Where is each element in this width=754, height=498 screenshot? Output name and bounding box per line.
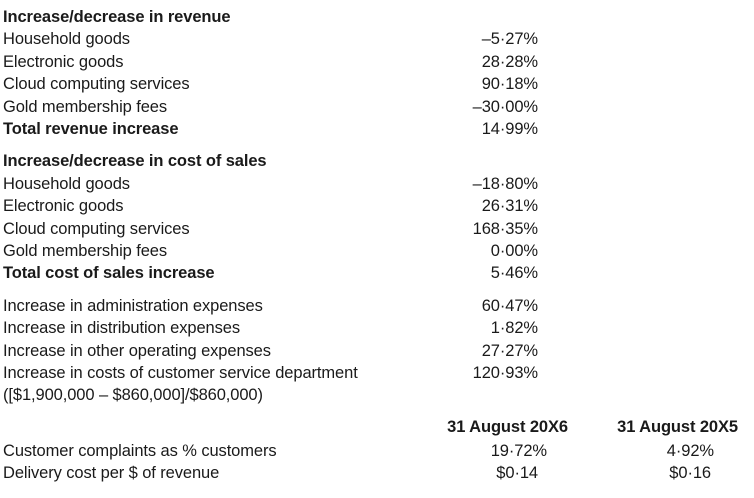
comparison-row-label: Delivery cost per $ of revenue	[3, 464, 220, 482]
revenue-row-value: –30·00%	[472, 98, 538, 116]
cost-total-label: Total cost of sales increase	[3, 264, 215, 282]
revenue-total-value: 14·99%	[481, 120, 538, 138]
revenue-row-label: Gold membership fees	[3, 98, 167, 116]
cost-row-value: 168·35%	[472, 220, 538, 238]
expense-row-value: 60·47%	[481, 297, 538, 315]
cost-row-label: Gold membership fees	[3, 242, 167, 260]
revenue-row-value: 90·18%	[481, 75, 538, 93]
expense-row-value: 27·27%	[481, 342, 538, 360]
revenue-row-value: –5·27%	[481, 30, 538, 48]
column-header-20x6: 31 August 20X6	[447, 418, 568, 436]
expense-row-label: Increase in distribution expenses	[3, 319, 241, 337]
revenue-heading: Increase/decrease in revenue	[3, 8, 231, 26]
cost-row-value: 0·00%	[490, 242, 538, 260]
revenue-total-label: Total revenue increase	[3, 120, 179, 138]
comparison-value-20x5: $0·16	[669, 464, 711, 482]
revenue-row-label: Cloud computing services	[3, 75, 190, 93]
comparison-row-label: Customer complaints as % customers	[3, 442, 277, 460]
comparison-value-20x5: 4·92%	[666, 442, 714, 460]
cost-total-value: 5·46%	[490, 264, 538, 282]
column-header-20x5: 31 August 20X5	[617, 418, 738, 436]
expense-row-value: 1·82%	[490, 319, 538, 337]
cost-row-label: Household goods	[3, 175, 130, 193]
revenue-row-label: Household goods	[3, 30, 130, 48]
expense-row-value: 120·93%	[472, 364, 538, 382]
cost-of-sales-heading: Increase/decrease in cost of sales	[3, 152, 267, 170]
cost-row-label: Electronic goods	[3, 197, 124, 215]
revenue-row-label: Electronic goods	[3, 53, 124, 71]
cost-row-label: Cloud computing services	[3, 220, 190, 238]
expense-note: ([$1,900,000 – $860,000]/$860,000)	[3, 386, 263, 404]
cost-row-value: –18·80%	[472, 175, 538, 193]
expense-row-label: Increase in other operating expenses	[3, 342, 271, 360]
expense-row-label: Increase in costs of customer service de…	[3, 364, 358, 382]
expense-row-label: Increase in administration expenses	[3, 297, 263, 315]
comparison-value-20x6: 19·72%	[490, 442, 547, 460]
comparison-value-20x6: $0·14	[496, 464, 538, 482]
cost-row-value: 26·31%	[481, 197, 538, 215]
revenue-row-value: 28·28%	[481, 53, 538, 71]
